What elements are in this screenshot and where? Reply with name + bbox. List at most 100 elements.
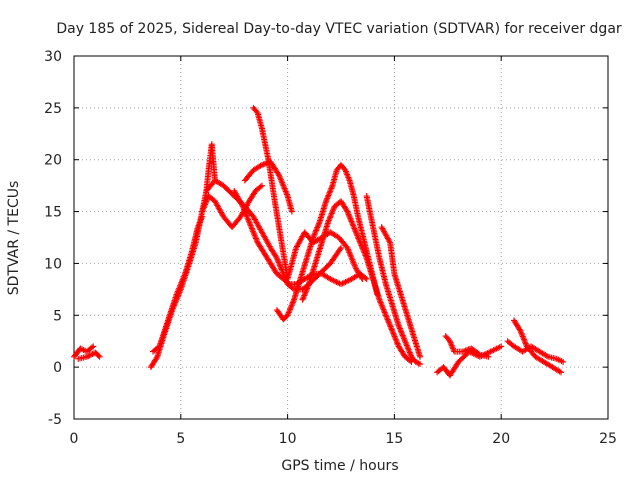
data-point [201,202,208,209]
data-point [378,300,385,307]
x-tick-label: 0 [70,431,79,447]
data-point [323,196,330,203]
data-point [328,211,335,218]
y-tick-label: 10 [44,256,62,272]
data-point [199,213,206,220]
data-point [300,295,307,302]
data-point [519,332,526,339]
data-point [310,234,317,241]
data-point [327,186,334,193]
data-point [560,358,567,365]
data-point [313,227,320,234]
data-point [301,292,308,299]
data-series [150,213,206,355]
data-series [273,161,381,323]
data-point [358,242,365,249]
data-point [86,352,93,359]
data-point [277,263,284,270]
data-point [344,208,351,215]
data-point [288,303,295,310]
data-point [361,251,368,257]
data-point [382,310,389,317]
data-point [405,346,412,353]
data-point [285,280,292,287]
data-point [344,209,351,216]
data-point [406,348,413,355]
data-point [381,309,388,316]
data-point [202,200,209,207]
data-point [384,315,391,322]
data-point [286,308,293,315]
data-point [517,327,524,334]
data-point [398,329,405,336]
y-tick-label: 0 [53,360,62,376]
data-point [199,208,206,215]
data-point [389,327,396,334]
data-point [324,195,331,202]
data-point [351,226,358,233]
y-tick-label: 5 [53,308,62,324]
data-point [337,246,344,253]
data-point [328,185,335,192]
data-point [384,316,391,323]
data-point [330,206,337,213]
data-point [417,353,424,360]
data-point [329,209,336,216]
x-tick-label: 15 [385,431,403,447]
data-point [305,282,312,289]
data-point [386,238,393,245]
data-point [356,238,363,245]
data-point [257,162,264,169]
data-point [276,260,283,267]
data-point [403,342,410,349]
data-point [285,309,292,316]
data-point [254,238,261,245]
data-point [395,322,402,329]
data-point [522,340,529,347]
data-point [399,332,406,339]
data-point [395,341,402,348]
data-point [290,298,297,305]
x-tick-label: 5 [176,431,185,447]
data-point [379,303,386,310]
data-point [521,337,528,344]
data-point [394,340,401,347]
data-point [310,233,317,240]
data-point [311,230,318,237]
data-series [147,141,218,371]
data-point [417,361,424,368]
data-point [391,333,398,340]
data-point [200,204,207,211]
data-point [519,333,526,340]
data-point [558,369,565,376]
data-point [303,286,310,293]
data-point [378,302,385,309]
data-point [362,252,369,259]
data-point [200,205,207,212]
data-point [199,207,206,214]
data-point [358,243,365,250]
data-point [349,219,356,226]
data-point [376,296,383,303]
data-point [316,220,323,227]
data-point [251,231,258,238]
data-point [250,229,257,236]
data-point [398,328,405,335]
data-point [350,222,357,229]
data-point [402,338,409,345]
data-point [303,288,310,295]
data-series [75,349,103,362]
data-point [311,231,318,238]
data-point [379,305,386,312]
data-point [314,223,321,230]
data-point [275,258,282,265]
ticks: 0 5 10 15 20 25 -5 0 5 10 15 20 25 30 [44,49,617,447]
data-point [377,299,384,306]
data-point [383,313,390,320]
data-point [253,236,260,243]
data-point [390,330,397,337]
data-point [274,256,281,263]
data-point [302,289,309,296]
data-point [248,225,255,232]
data-point [351,225,358,232]
